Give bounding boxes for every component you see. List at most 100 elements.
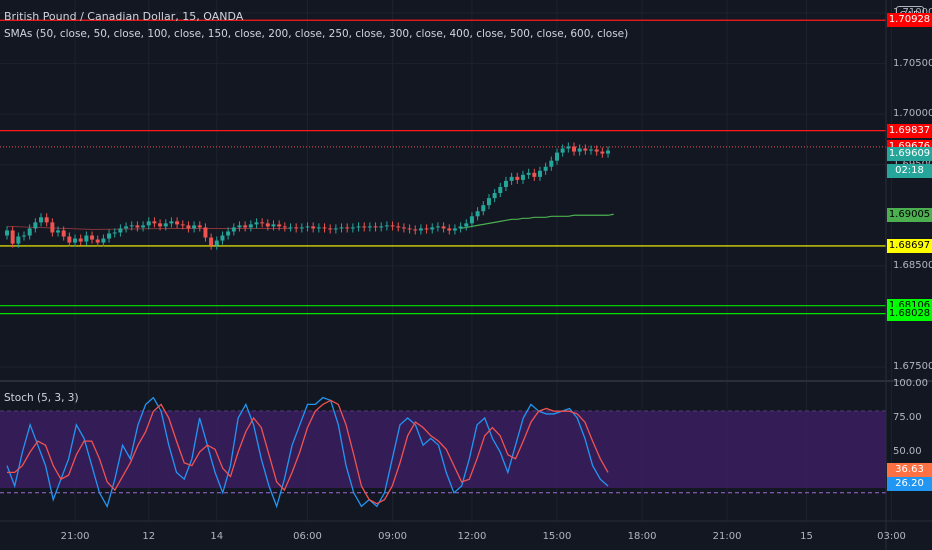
candle-body [209,237,214,246]
candle-body [600,151,605,154]
candle-body [554,152,559,161]
candle-body [265,223,270,227]
stoch-d-line [7,399,609,505]
candle-body [435,226,440,228]
candle-body [107,233,112,239]
symbol-title[interactable]: British Pound / Canadian Dollar, 15, OAN… [4,10,244,23]
candle-body [101,238,106,243]
candle-body [231,227,236,232]
candle-body [475,211,480,217]
time-tick-label: 06:00 [293,531,322,542]
candle-body [373,226,378,228]
candle-body [175,221,180,225]
candle-body [328,228,333,230]
candle-body [424,228,429,230]
candle-body [407,228,412,230]
candle-body [163,223,168,227]
candle-body [362,226,367,228]
time-tick-label: 12:00 [457,531,487,542]
price-tag: 1.68697 [887,238,932,253]
price-tick-label: 1.71000 [893,7,932,19]
candle-body [277,224,282,227]
candle-body [566,146,571,149]
candle-body [322,227,327,229]
time-tick-label: 14 [210,531,224,542]
candle-body [356,226,361,228]
price-tag: 1.69005 [887,207,932,222]
sma-indicator-label[interactable]: SMAs (50, close, 50, close, 100, close, … [4,28,629,40]
candle-body [141,225,146,228]
price-tag: 1.69837 [887,123,932,138]
time-tick-label: 21:00 [60,531,90,542]
stoch-indicator-label[interactable]: Stoch (5, 3, 3) [4,392,79,404]
candle-body [192,225,197,229]
candle-body [537,170,542,177]
candle-body [413,229,418,231]
candle-body [549,160,554,167]
price-tick-label: 1.68500 [893,259,932,271]
stoch-k-line [6,396,609,509]
candle-body [589,149,594,151]
candle-body [572,146,576,152]
candle-body [73,238,78,243]
price-tick-label: 1.70500 [893,57,932,69]
candle-body [33,222,38,229]
candle-body [367,226,372,228]
candle-body [158,223,163,227]
sma-polyline [460,213,614,230]
candle-body [401,227,406,229]
candle-body [350,227,355,229]
candle-body [577,148,582,152]
candle-body [384,225,389,227]
candle-body [90,235,95,240]
candle-body [396,226,401,228]
candle-body [135,225,140,228]
candle-body [583,148,588,151]
candle-body [345,227,350,229]
time-tick-label: 09:00 [378,531,407,542]
candle-body [61,230,66,237]
candle-body [271,224,276,227]
candle-body [146,221,151,226]
candle-body [22,235,27,237]
candle-body [118,228,123,233]
price-tick-label: 1.70000 [893,108,932,120]
candle-body [316,227,321,229]
price-tag: 1.69609 [887,146,932,161]
candle-body [339,227,344,229]
time-tick-label: 15:00 [542,531,572,542]
candle-body [95,239,100,243]
candle-body [532,172,537,177]
stoch-value-tag: 26.20 [887,477,932,492]
stoch-tick-label: 100.00 [893,378,928,389]
time-tick-label: 18:00 [627,531,657,542]
candle-body [180,224,185,226]
candle-body [464,223,469,227]
stoch-band [0,411,886,488]
price-tag: 1.68028 [887,306,932,321]
candle-body [447,228,452,231]
candle-body [430,227,435,230]
candle-body [67,236,72,243]
candle-body [237,225,242,228]
candle-body [503,180,508,187]
candle-body [594,149,599,152]
stoch-tick-label: 75.00 [893,412,922,423]
candle-body [248,224,253,228]
candle-body [282,226,287,228]
candle-body [606,150,611,154]
candle-body [260,222,265,224]
horizontal-lines [0,19,886,315]
stoch-value-tag: 36.63 [887,463,932,478]
candle-body [44,217,49,223]
time-tick-label: 15 [800,531,813,542]
candle-body [560,148,565,153]
candle-body [203,227,208,238]
candle-body [379,226,384,228]
stoch-tick-label: 50.00 [893,446,922,457]
candle-body [418,228,423,231]
candle-body [452,228,457,231]
candle-body [16,236,21,244]
candle-body [441,226,446,229]
